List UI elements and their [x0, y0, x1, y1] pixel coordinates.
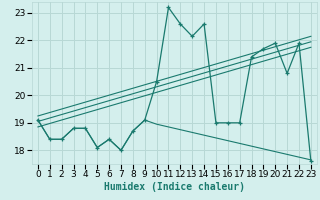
X-axis label: Humidex (Indice chaleur): Humidex (Indice chaleur): [104, 182, 245, 192]
